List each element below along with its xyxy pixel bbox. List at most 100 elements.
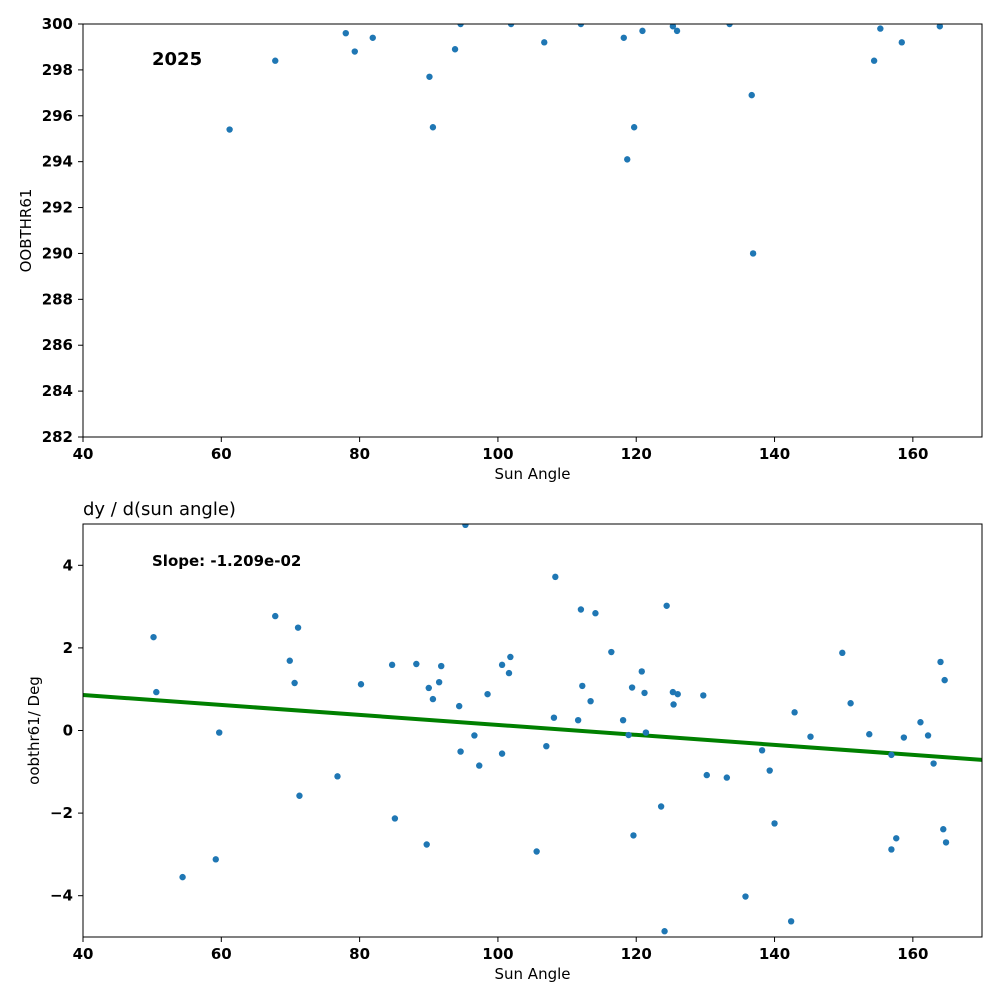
data-point (435, 678, 443, 686)
data-point (726, 24, 733, 28)
x-axis-label: Sun Angle (495, 465, 571, 483)
data-point (723, 774, 731, 781)
data-point (625, 731, 632, 739)
data-point (630, 832, 637, 839)
data-point (423, 841, 430, 848)
data-point (579, 682, 586, 690)
x-tick-label: 40 (73, 445, 94, 463)
data-point (642, 729, 650, 736)
data-point (870, 57, 878, 64)
data-point (937, 658, 944, 666)
data-point (577, 24, 585, 28)
data-point (748, 91, 755, 99)
data-point (893, 835, 900, 842)
y-tick-label: 282 (42, 428, 73, 446)
data-point (351, 48, 358, 55)
data-point (847, 700, 854, 707)
data-point (357, 681, 365, 688)
data-point (941, 676, 948, 684)
x-tick-label: 40 (73, 945, 94, 963)
data-point (451, 46, 459, 53)
data-point (388, 661, 396, 669)
data-point (334, 773, 341, 780)
data-points (226, 24, 944, 257)
y-axis-label: oobthr61/ Deg (25, 676, 43, 785)
data-point (791, 709, 798, 716)
y-tick-label: 2 (63, 639, 73, 657)
data-point (369, 34, 376, 41)
y-tick-label: 0 (63, 722, 73, 740)
data-point (624, 156, 631, 163)
x-tick-label: 140 (759, 445, 790, 463)
data-point (507, 24, 515, 28)
data-point (758, 747, 766, 754)
y-axis-label: OOBTHR61 (17, 189, 35, 273)
y-tick-label: −2 (50, 804, 73, 822)
data-point (413, 660, 420, 668)
x-tick-label: 160 (897, 945, 928, 963)
data-point (942, 839, 950, 846)
data-point (930, 760, 937, 767)
data-point (670, 701, 677, 708)
data-point (455, 702, 463, 710)
data-point (669, 24, 677, 30)
data-point (787, 918, 795, 925)
x-tick-label: 120 (621, 445, 652, 463)
data-point (839, 649, 846, 657)
data-point (505, 669, 513, 677)
data-point (866, 731, 873, 738)
data-point (498, 661, 506, 669)
data-point (888, 846, 895, 853)
data-point (940, 826, 947, 833)
data-point (543, 742, 550, 750)
data-point (498, 750, 506, 757)
data-point (669, 688, 677, 696)
x-tick-label: 60 (211, 945, 232, 963)
y-tick-label: 284 (42, 382, 73, 400)
data-point (807, 733, 814, 740)
data-point (291, 679, 298, 687)
data-point (150, 633, 157, 641)
data-point (936, 24, 944, 30)
data-point (898, 39, 905, 46)
data-point (749, 250, 757, 257)
data-point (425, 684, 432, 692)
data-point (917, 719, 924, 726)
axes-frame (82, 23, 983, 438)
data-point (888, 751, 895, 759)
data-point (484, 690, 491, 698)
data-point (294, 624, 302, 631)
x-tick-label: 80 (349, 945, 370, 963)
data-point (574, 716, 582, 724)
data-point (507, 653, 514, 661)
data-point (342, 29, 349, 37)
data-point (742, 893, 749, 900)
data-point (661, 928, 668, 935)
data-point (592, 610, 599, 617)
y-tick-label: 4 (63, 556, 73, 574)
y-tick-label: 294 (42, 153, 73, 171)
y-tick-label: 292 (42, 199, 73, 217)
data-point (771, 820, 778, 827)
data-point (471, 732, 478, 739)
y-tick-label: 298 (42, 61, 73, 79)
data-point (179, 873, 186, 881)
data-point (438, 662, 445, 670)
data-point (429, 124, 437, 131)
data-point (153, 688, 160, 696)
fit-line (83, 692, 982, 762)
data-point (639, 27, 646, 35)
data-point (620, 34, 627, 41)
data-point (900, 734, 908, 741)
data-point (638, 668, 645, 675)
x-tick-label: 100 (482, 945, 513, 963)
data-point (272, 57, 279, 64)
x-tick-label: 100 (482, 445, 513, 463)
data-point (286, 657, 293, 664)
data-point (429, 695, 437, 703)
slope-scatter-panel: 40 60 80 100 120 140 160 −4 −2 0 2 4 Sun Angle oobthr… (25, 499, 983, 983)
data-point (552, 573, 559, 581)
x-axis-label: Sun Angle (495, 965, 571, 983)
data-point (476, 762, 483, 769)
